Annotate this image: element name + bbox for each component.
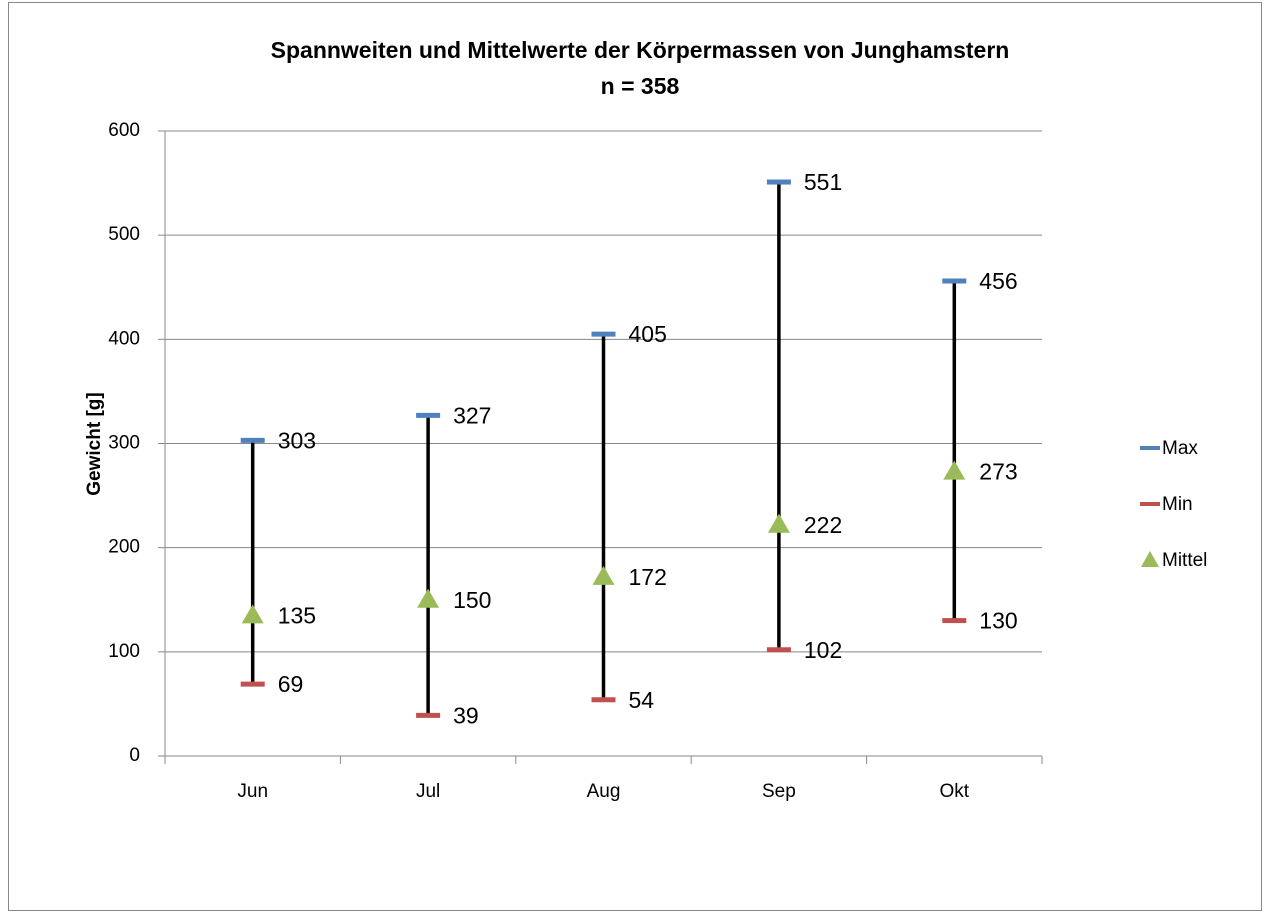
y-axis-label: Gewicht [g] [84,392,105,495]
data-label: 150 [453,587,491,613]
data-label: 303 [278,427,316,453]
data-label: 135 [278,602,316,628]
marker-mittel [592,565,615,585]
x-tick-label: Okt [940,781,970,802]
marker-max [766,179,791,185]
marker-max [416,412,441,418]
legend-label: Max [1162,438,1198,459]
data-label: 102 [804,637,842,663]
data-label: 172 [629,564,667,590]
x-tick-label: Jun [237,781,268,802]
y-tick-label: 600 [108,120,140,141]
marker-max [240,437,265,443]
chart-title: Spannweiten und Mittelwerte der Körperma… [271,37,1010,63]
data-label: 327 [453,402,491,428]
legend-label: Min [1162,494,1193,515]
marker-mittel [943,460,966,480]
y-tick-label: 100 [108,641,140,662]
data-label: 405 [629,321,667,347]
marker-mittel [241,604,264,624]
data-label: 130 [979,608,1017,634]
marker-mittel [767,513,790,533]
x-tick-label: Aug [587,781,621,802]
marker-min [591,697,616,703]
y-tick-label: 300 [108,433,140,454]
data-label: 54 [629,687,655,713]
data-label: 456 [979,268,1017,294]
y-tick-label: 0 [129,745,140,766]
y-tick-label: 200 [108,537,140,558]
chart-border [8,2,1262,911]
data-label: 551 [804,169,842,195]
marker-min [942,618,967,624]
marker-min [766,647,791,653]
marker-mittel [417,588,440,608]
data-label: 39 [453,702,479,728]
data-label: 222 [804,512,842,538]
legend-marker [1141,551,1159,567]
marker-max [591,331,616,337]
y-tick-label: 500 [108,224,140,245]
x-tick-label: Jul [416,781,440,802]
data-label: 69 [278,671,304,697]
x-tick-label: Sep [762,781,796,802]
legend-label: Mittel [1162,550,1207,571]
marker-min [416,712,441,718]
y-tick-label: 400 [108,328,140,349]
chart-subtitle: n = 358 [601,73,680,99]
marker-min [240,681,265,687]
data-label: 273 [979,459,1017,485]
marker-max [942,278,967,284]
legend-marker [1140,446,1160,450]
legend-marker [1140,502,1160,506]
